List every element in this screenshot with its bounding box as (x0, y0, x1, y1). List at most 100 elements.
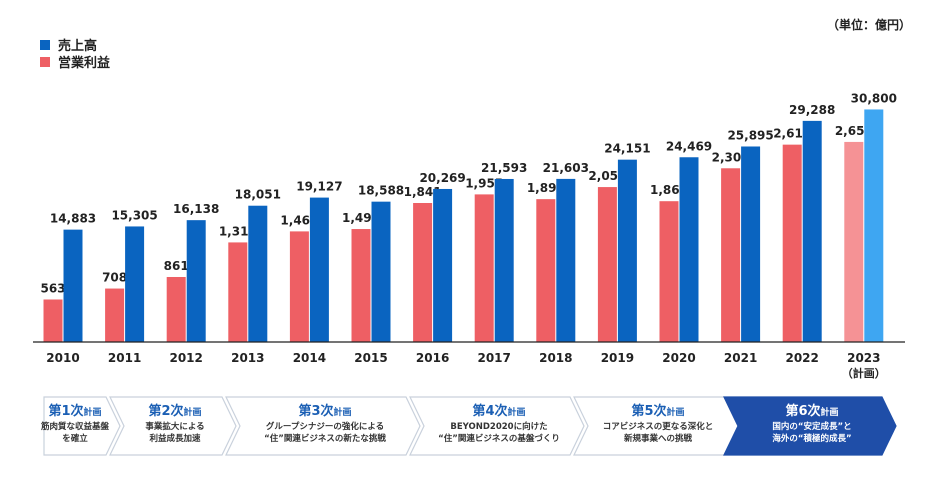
label-operating-profit-2023: 2,650 (835, 124, 873, 138)
plan-title-main-3: 第3次 (298, 403, 333, 419)
plan-arrow-1 (43, 396, 121, 456)
x-tick-2011: 2011 (108, 351, 141, 365)
plan-desc-4-1: BEYOND2020に向けた (450, 421, 547, 432)
label-sales-2019: 24,151 (604, 142, 650, 156)
plan-title-suffix-2: 計画 (184, 406, 202, 418)
bar-sales-2021 (741, 146, 761, 342)
plan-desc-3-2: “住”関連ビジネスの新たな挑戦 (264, 433, 386, 444)
plan-desc-3-1: グループシナジーの強化による (266, 421, 384, 432)
label-sales-2014: 19,127 (296, 180, 342, 194)
plan-title-main-6: 第6次 (785, 403, 820, 419)
plan-title-6: 第6次計画 (785, 403, 838, 419)
x-tick-2014: 2014 (293, 351, 326, 365)
x-tick-2018: 2018 (539, 351, 572, 365)
plan-title-main-5: 第5次 (631, 403, 666, 419)
label-operating-profit-2013: 1,319 (219, 224, 257, 238)
label-operating-profit-2016: 1,841 (404, 185, 442, 199)
label-sales-2012: 16,138 (173, 202, 219, 216)
legend-label-operating-profit: 営業利益 (58, 56, 111, 71)
label-operating-profit-2015: 1,496 (342, 211, 380, 225)
plan-desc-6-2: 海外の“積極的成長” (772, 433, 851, 444)
bar-sales-2018 (556, 178, 576, 342)
legend-swatch-sales (40, 39, 50, 50)
unit-note: （単位：億円） (826, 18, 911, 32)
bar-operating-profit-2016 (413, 203, 433, 342)
label-operating-profit-2011: 708 (102, 271, 127, 285)
plan-arrow-6 (723, 396, 897, 456)
plan-title-5: 第5次計画 (631, 403, 684, 419)
x-tick-2015: 2015 (354, 351, 387, 365)
bar-sales-2022 (802, 120, 822, 342)
label-sales-2022: 29,288 (789, 103, 835, 117)
plan-desc-1-2: を確立 (62, 433, 88, 444)
legend-label-sales: 売上高 (58, 39, 98, 54)
bar-operating-profit-2017 (474, 194, 494, 342)
x-tick-2023: 2023 (847, 351, 880, 365)
plan-title-main-1: 第1次 (48, 403, 83, 419)
label-sales-2010: 14,883 (50, 212, 96, 226)
legend-item-operating-profit: 営業利益 (40, 53, 111, 71)
x-tick-2012: 2012 (169, 351, 202, 365)
x-tick-2010: 2010 (46, 351, 79, 365)
legend-item-sales: 売上高 (40, 36, 110, 54)
label-operating-profit-2010: 563 (40, 281, 65, 295)
label-operating-profit-2017: 1,955 (465, 176, 503, 190)
bar-operating-profit-2018 (536, 199, 556, 342)
x-tick-2022: 2022 (785, 351, 818, 365)
plan-desc-5-1: コアビジネスの更なる深化と (603, 421, 714, 432)
label-sales-2018: 21,603 (543, 161, 589, 175)
label-sales-2023: 30,800 (851, 91, 897, 105)
bar-operating-profit-2011 (105, 288, 125, 342)
plan-desc-1-1: 筋肉質な収益基盤 (40, 421, 110, 432)
plan-desc-6-1: 国内の“安定成長”と (772, 421, 851, 432)
bar-sales-2019 (617, 159, 637, 342)
label-sales-2016: 20,269 (419, 171, 465, 185)
bar-operating-profit-2019 (597, 187, 617, 342)
bar-sales-2017 (494, 178, 514, 342)
plan-arrow-2 (109, 396, 237, 456)
bar-operating-profit-2013 (228, 242, 248, 342)
bar-sales-2014 (309, 197, 329, 342)
bar-sales-2015 (371, 201, 391, 342)
label-operating-profit-2021: 2,301 (712, 150, 750, 164)
bar-operating-profit-2015 (351, 229, 371, 342)
x-tick-2019: 2019 (601, 351, 634, 365)
bar-operating-profit-2012 (166, 276, 186, 342)
x-tick-2020: 2020 (662, 351, 695, 365)
legend-swatch-operating-profit (40, 56, 50, 67)
bar-sales-2020 (679, 157, 699, 342)
plan-desc-5-2: 新規事業への挑戦 (624, 433, 693, 444)
plan-desc-4-2: “住”関連ビジネスの基盤づくり (438, 433, 560, 444)
plan-title-3: 第3次計画 (298, 403, 351, 419)
bar-sales-2011 (125, 226, 145, 342)
plan-arrow-4 (409, 396, 585, 456)
bar-operating-profit-2014 (289, 231, 309, 342)
plan-title-main-4: 第4次 (472, 403, 507, 419)
plan-title-main-2: 第2次 (148, 403, 183, 419)
plan-desc-2-2: 利益成長加速 (148, 433, 201, 444)
bar-operating-profit-2023 (844, 141, 864, 342)
plan-title-suffix-6: 計画 (821, 406, 839, 418)
label-operating-profit-2012: 861 (164, 259, 189, 273)
plan-title-suffix-1: 計画 (84, 406, 102, 418)
label-operating-profit-2022: 2,614 (773, 127, 811, 141)
label-operating-profit-2019: 2,052 (588, 169, 626, 183)
bar-sales-2016 (433, 188, 453, 342)
plan-title-1: 第1次計画 (48, 403, 101, 419)
plan-title-suffix-4: 計画 (508, 406, 526, 418)
x-tick-2016: 2016 (416, 351, 449, 365)
label-sales-2020: 24,469 (666, 139, 712, 153)
bar-operating-profit-2021 (721, 168, 741, 342)
label-sales-2011: 15,305 (111, 208, 157, 222)
bar-operating-profit-2022 (782, 144, 802, 342)
plan-title-suffix-5: 計画 (667, 406, 685, 418)
label-sales-2013: 18,051 (235, 188, 281, 202)
label-sales-2021: 25,895 (727, 128, 773, 142)
plan-arrow-3 (225, 396, 421, 456)
bar-sales-2023 (864, 109, 884, 343)
label-operating-profit-2020: 1,865 (650, 183, 688, 197)
bar-operating-profit-2020 (659, 201, 679, 342)
label-sales-2015: 18,588 (358, 184, 404, 198)
bar-sales-2012 (186, 220, 206, 342)
